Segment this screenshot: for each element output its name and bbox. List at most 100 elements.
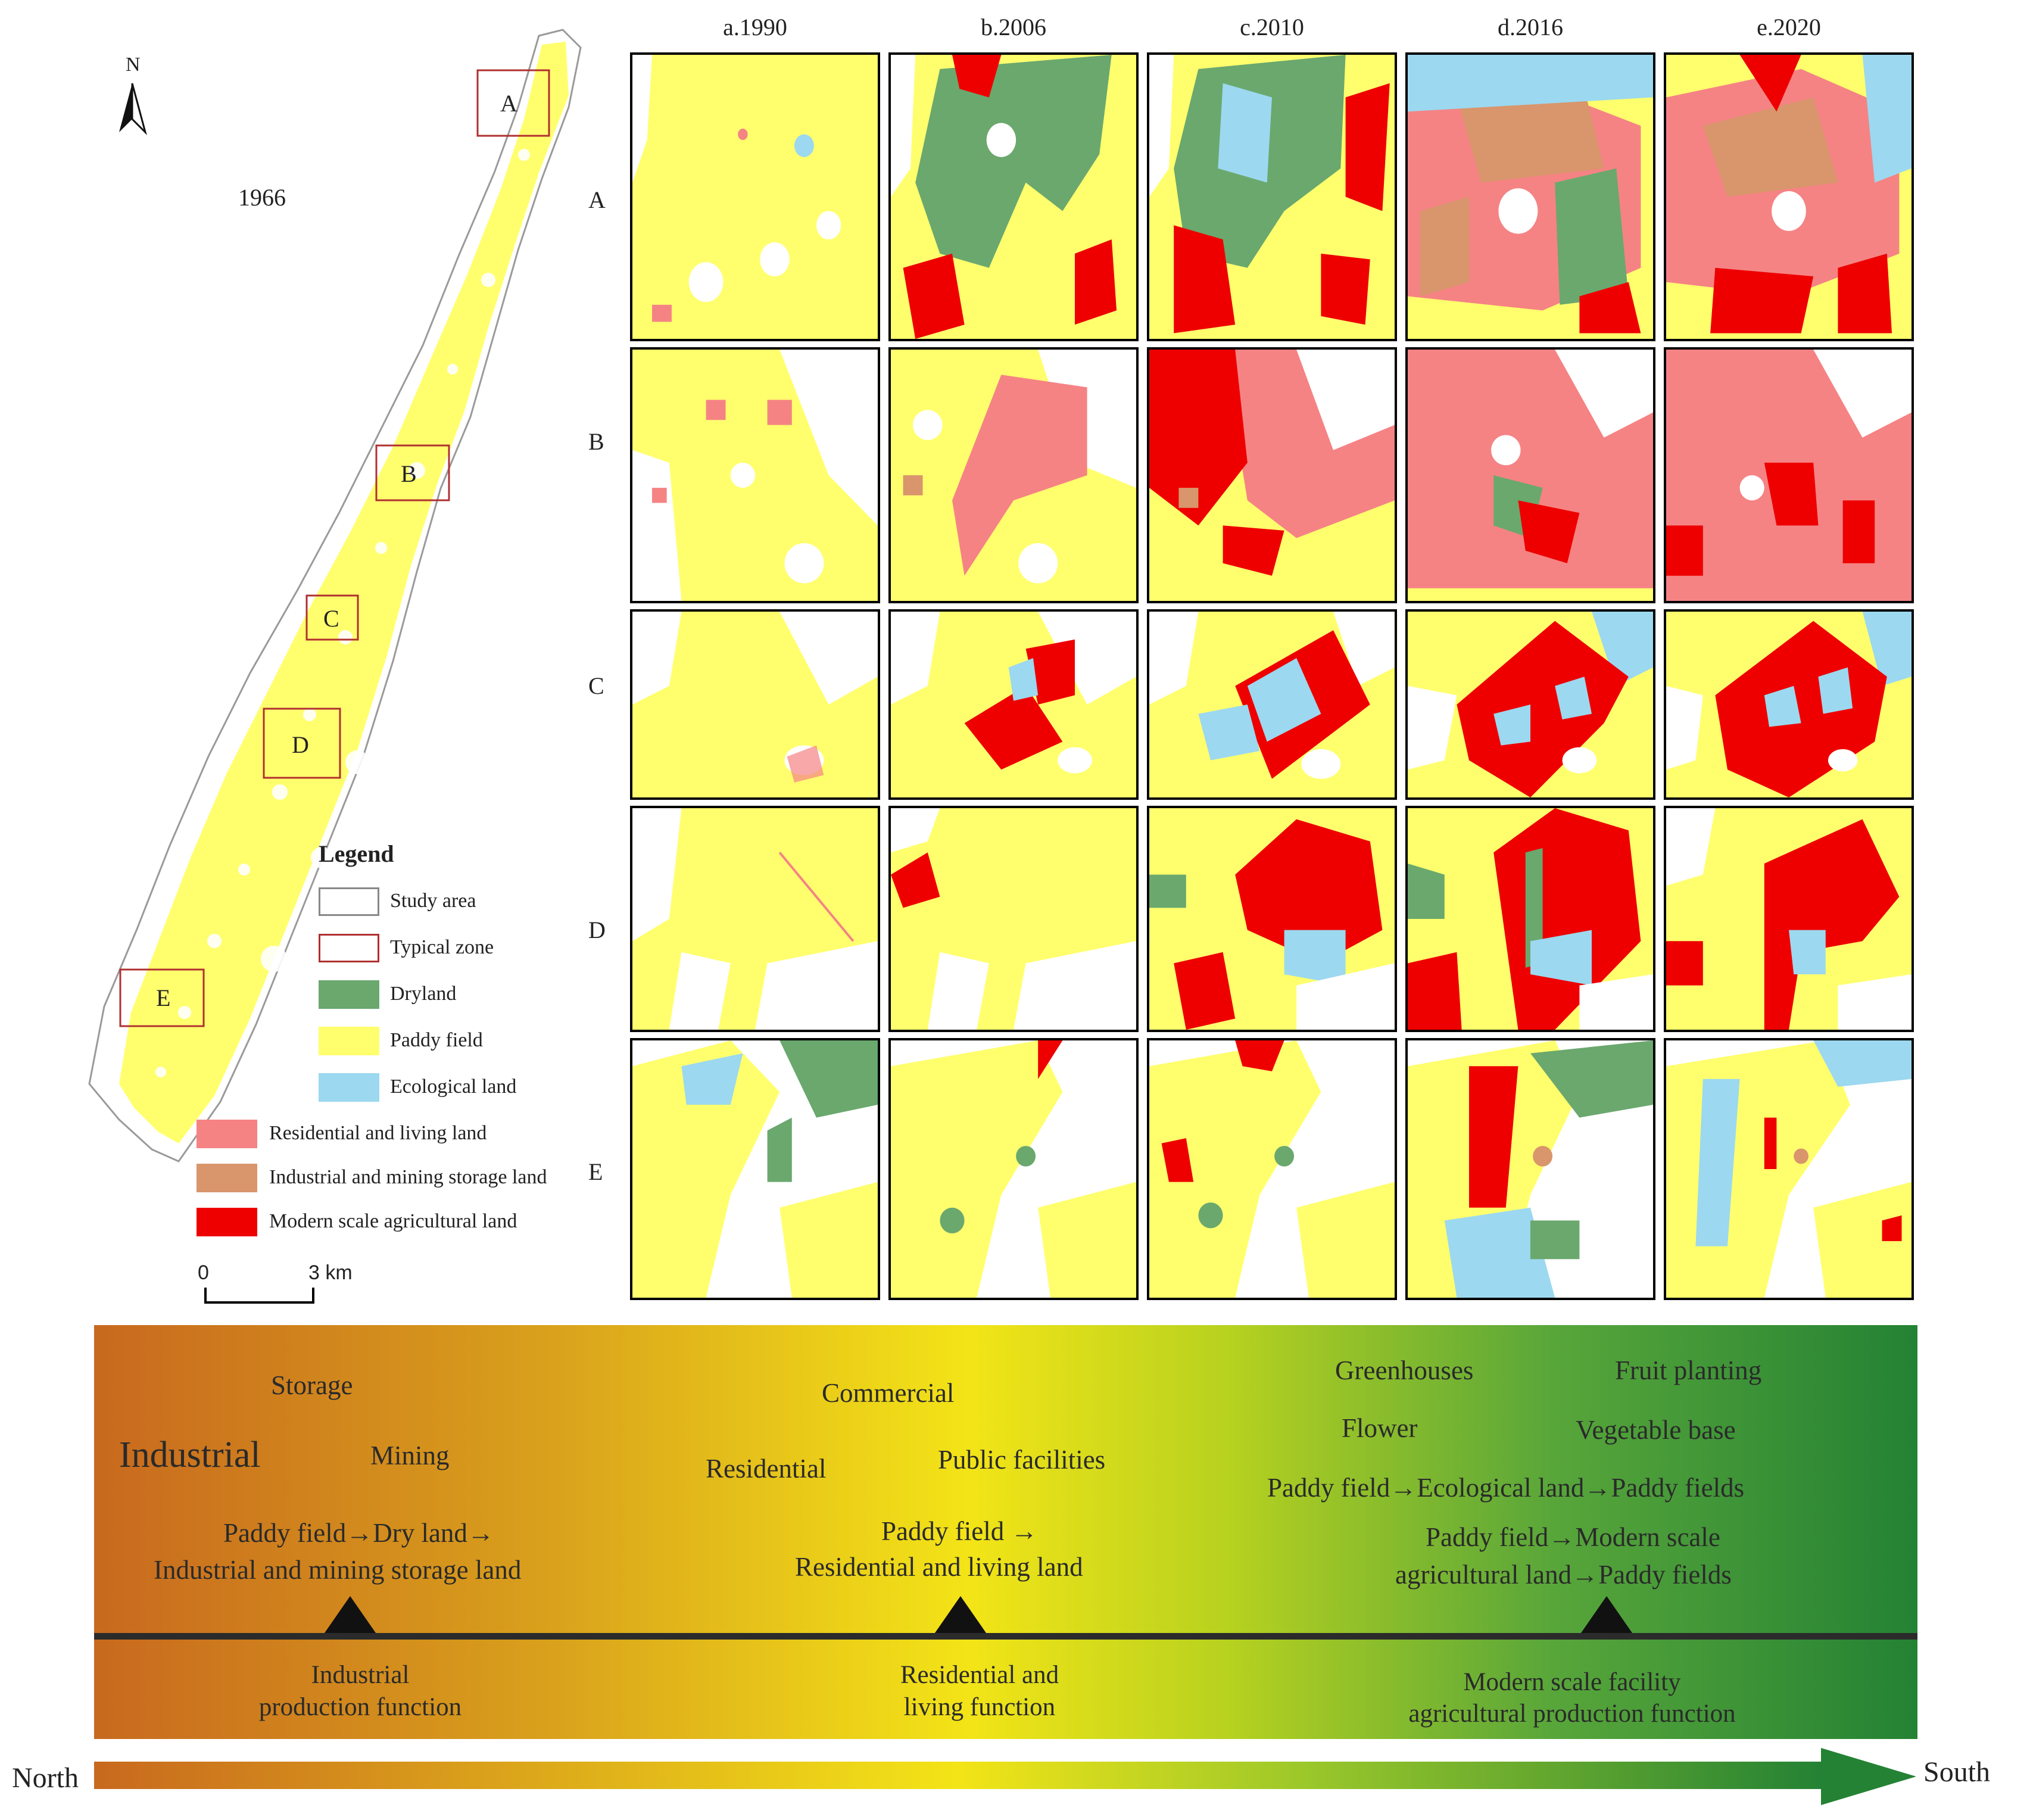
panel-e-1990 <box>630 1038 880 1300</box>
flow-mid-line1: Paddy field → <box>881 1516 1038 1546</box>
panel-e-2010 <box>1147 1038 1397 1300</box>
row-header-d: D <box>588 917 606 943</box>
legend-label-residential: Residential and living land <box>269 1122 487 1144</box>
panel-e-2016 <box>1405 1038 1655 1300</box>
marker-triangle-mid <box>931 1596 990 1639</box>
scale-line <box>204 1301 314 1304</box>
panel-d-1990 <box>630 806 880 1032</box>
legend-label-modern-agri: Modern scale agricultural land <box>269 1210 517 1232</box>
panel-c-1990 <box>630 609 880 800</box>
panel-a-2016 <box>1405 52 1655 341</box>
flow-north-line2: Industrial and mining storage land <box>154 1555 522 1585</box>
legend-swatch-typical-zone <box>319 934 379 962</box>
legend-swatch-industrial <box>197 1164 257 1192</box>
zone-box-b <box>375 444 450 501</box>
paddy-field-fill <box>119 42 569 1143</box>
word-storage: Storage <box>271 1370 353 1400</box>
col-header-2016: d.2016 <box>1498 14 1563 40</box>
zone-label-d: D <box>292 731 309 758</box>
direction-south-label: South <box>1923 1756 1991 1788</box>
panel-b-2016 <box>1405 347 1655 603</box>
panel-d-2016 <box>1405 806 1655 1032</box>
panel-a-2010 <box>1147 52 1397 341</box>
panel-e-2006 <box>888 1038 1139 1300</box>
north-arrow-icon <box>119 83 147 136</box>
panel-a-2020 <box>1664 52 1914 341</box>
overview-year: 1966 <box>238 184 286 211</box>
word-commercial: Commercial <box>822 1378 955 1408</box>
col-header-2006: b.2006 <box>981 14 1046 40</box>
legend-swatch-paddy-field <box>319 1027 379 1055</box>
scale-end: 3 km <box>308 1261 353 1284</box>
row-header-a: A <box>588 186 606 213</box>
legend-label-study-area: Study area <box>390 890 476 912</box>
panel-d-2006 <box>888 806 1139 1032</box>
direction-arrow-bar <box>94 1762 1821 1789</box>
panel-b-2006 <box>888 347 1139 603</box>
word-industrial: Industrial <box>119 1435 261 1475</box>
function-gradient-band <box>94 1325 1917 1739</box>
row-header-b: B <box>588 428 604 455</box>
col-header-2010: c.2010 <box>1240 14 1304 40</box>
zone-box-c <box>305 594 359 641</box>
word-residential: Residential <box>706 1454 827 1484</box>
legend-title: Legend <box>319 840 394 867</box>
panel-b-1990 <box>630 347 880 603</box>
legend-swatch-residential <box>197 1120 257 1148</box>
legend-swatch-dryland <box>319 980 379 1009</box>
zone-label-c: C <box>323 605 339 632</box>
word-greenhouses: Greenhouses <box>1335 1355 1474 1385</box>
panel-c-2020 <box>1664 609 1914 800</box>
scale-tick-right <box>312 1288 314 1304</box>
function-residential-line2: living function <box>903 1693 1056 1721</box>
legend-label-dryland: Dryland <box>390 983 457 1005</box>
legend-label-paddy-field: Paddy field <box>390 1029 483 1051</box>
scale-tick-left <box>204 1288 207 1304</box>
panel-a-1990 <box>630 52 880 341</box>
zone-box-a <box>476 69 550 137</box>
north-label: N <box>126 54 141 76</box>
panel-d-2010 <box>1147 806 1397 1032</box>
word-flower: Flower <box>1342 1413 1418 1443</box>
flow-north-line1: Paddy field→Dry land→ <box>223 1518 494 1548</box>
function-modern-line1: Modern scale facility <box>1463 1668 1681 1696</box>
zone-box-e <box>119 968 205 1027</box>
panel-c-2016 <box>1405 609 1655 800</box>
word-mining: Mining <box>370 1441 450 1470</box>
panel-d-2020 <box>1664 806 1914 1032</box>
study-area-map <box>88 29 582 1163</box>
function-residential-line1: Residential and <box>900 1661 1059 1689</box>
zone-label-b: B <box>401 460 417 487</box>
row-header-c: C <box>588 672 604 699</box>
function-axis-line <box>94 1633 1917 1640</box>
panel-b-2010 <box>1147 347 1397 603</box>
zone-label-a: A <box>500 90 517 117</box>
flow-mid-line2: Residential and living land <box>795 1552 1083 1582</box>
function-industrial-line1: Industrial <box>311 1661 410 1689</box>
row-header-e: E <box>588 1158 603 1185</box>
zone-box-d <box>263 708 341 779</box>
panel-b-2020 <box>1664 347 1914 603</box>
word-public-facilities: Public facilities <box>938 1445 1106 1475</box>
legend-swatch-ecological-land <box>319 1073 379 1102</box>
flow-south-b-line2: agricultural land→Paddy fields <box>1395 1560 1732 1590</box>
legend-swatch-study-area <box>319 887 379 916</box>
col-header-1990: a.1990 <box>723 14 787 40</box>
marker-triangle-south <box>1577 1596 1636 1639</box>
function-industrial-line2: production function <box>258 1693 462 1721</box>
panel-c-2010 <box>1147 609 1397 800</box>
legend-label-ecological-land: Ecological land <box>390 1076 517 1098</box>
legend-label-industrial: Industrial and mining storage land <box>269 1166 547 1188</box>
scale-start: 0 <box>198 1261 209 1284</box>
marker-triangle-north <box>320 1596 380 1639</box>
flow-south-b-line1: Paddy field→Modern scale <box>1426 1522 1720 1552</box>
zone-label-e: E <box>156 984 171 1011</box>
direction-arrow-head-icon <box>1821 1748 1916 1805</box>
col-header-2020: e.2020 <box>1757 14 1821 40</box>
legend-label-typical-zone: Typical zone <box>390 936 494 958</box>
panel-e-2020 <box>1664 1038 1914 1300</box>
word-fruit-planting: Fruit planting <box>1615 1355 1762 1385</box>
flow-south-a: Paddy field→Ecological land→Paddy fields <box>1267 1473 1745 1503</box>
panel-a-2006 <box>888 52 1139 341</box>
function-modern-line2: agricultural production function <box>1408 1700 1736 1728</box>
